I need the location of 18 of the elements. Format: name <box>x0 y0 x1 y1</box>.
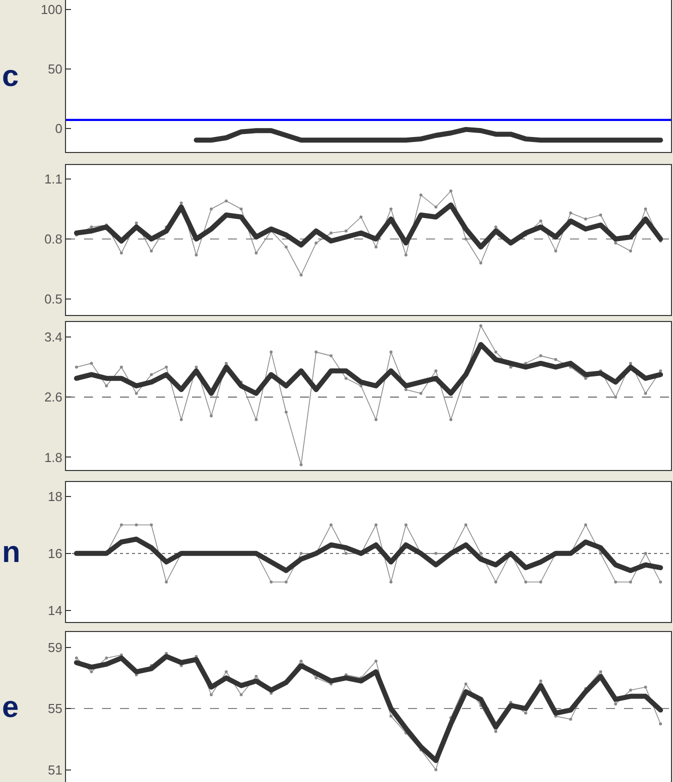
y-axis-title: e <box>2 691 19 724</box>
y-tick-label: 1.8 <box>44 450 62 465</box>
y-tick-label: 3.4 <box>44 330 62 345</box>
y-tick-label: 59 <box>48 640 62 655</box>
y-tick-label: 50 <box>48 61 62 76</box>
y-tick-label: 100 <box>40 2 62 18</box>
y-tick-label: 16 <box>48 546 62 561</box>
y-axis-title: c <box>2 60 19 93</box>
y-tick-label: 0 <box>55 120 62 136</box>
y-tick-label: 18 <box>48 488 62 504</box>
y-tick-label: 51 <box>48 762 62 778</box>
y-tick-label: 0.8 <box>44 232 62 247</box>
y-tick-label: 1.1 <box>44 172 62 187</box>
y-tick-label: 0.5 <box>44 292 62 307</box>
y-tick-label: 55 <box>48 701 62 716</box>
y-tick-label: 2.6 <box>44 390 62 405</box>
y-tick-label: 14 <box>48 603 62 618</box>
y-axis-title: n <box>2 536 20 569</box>
